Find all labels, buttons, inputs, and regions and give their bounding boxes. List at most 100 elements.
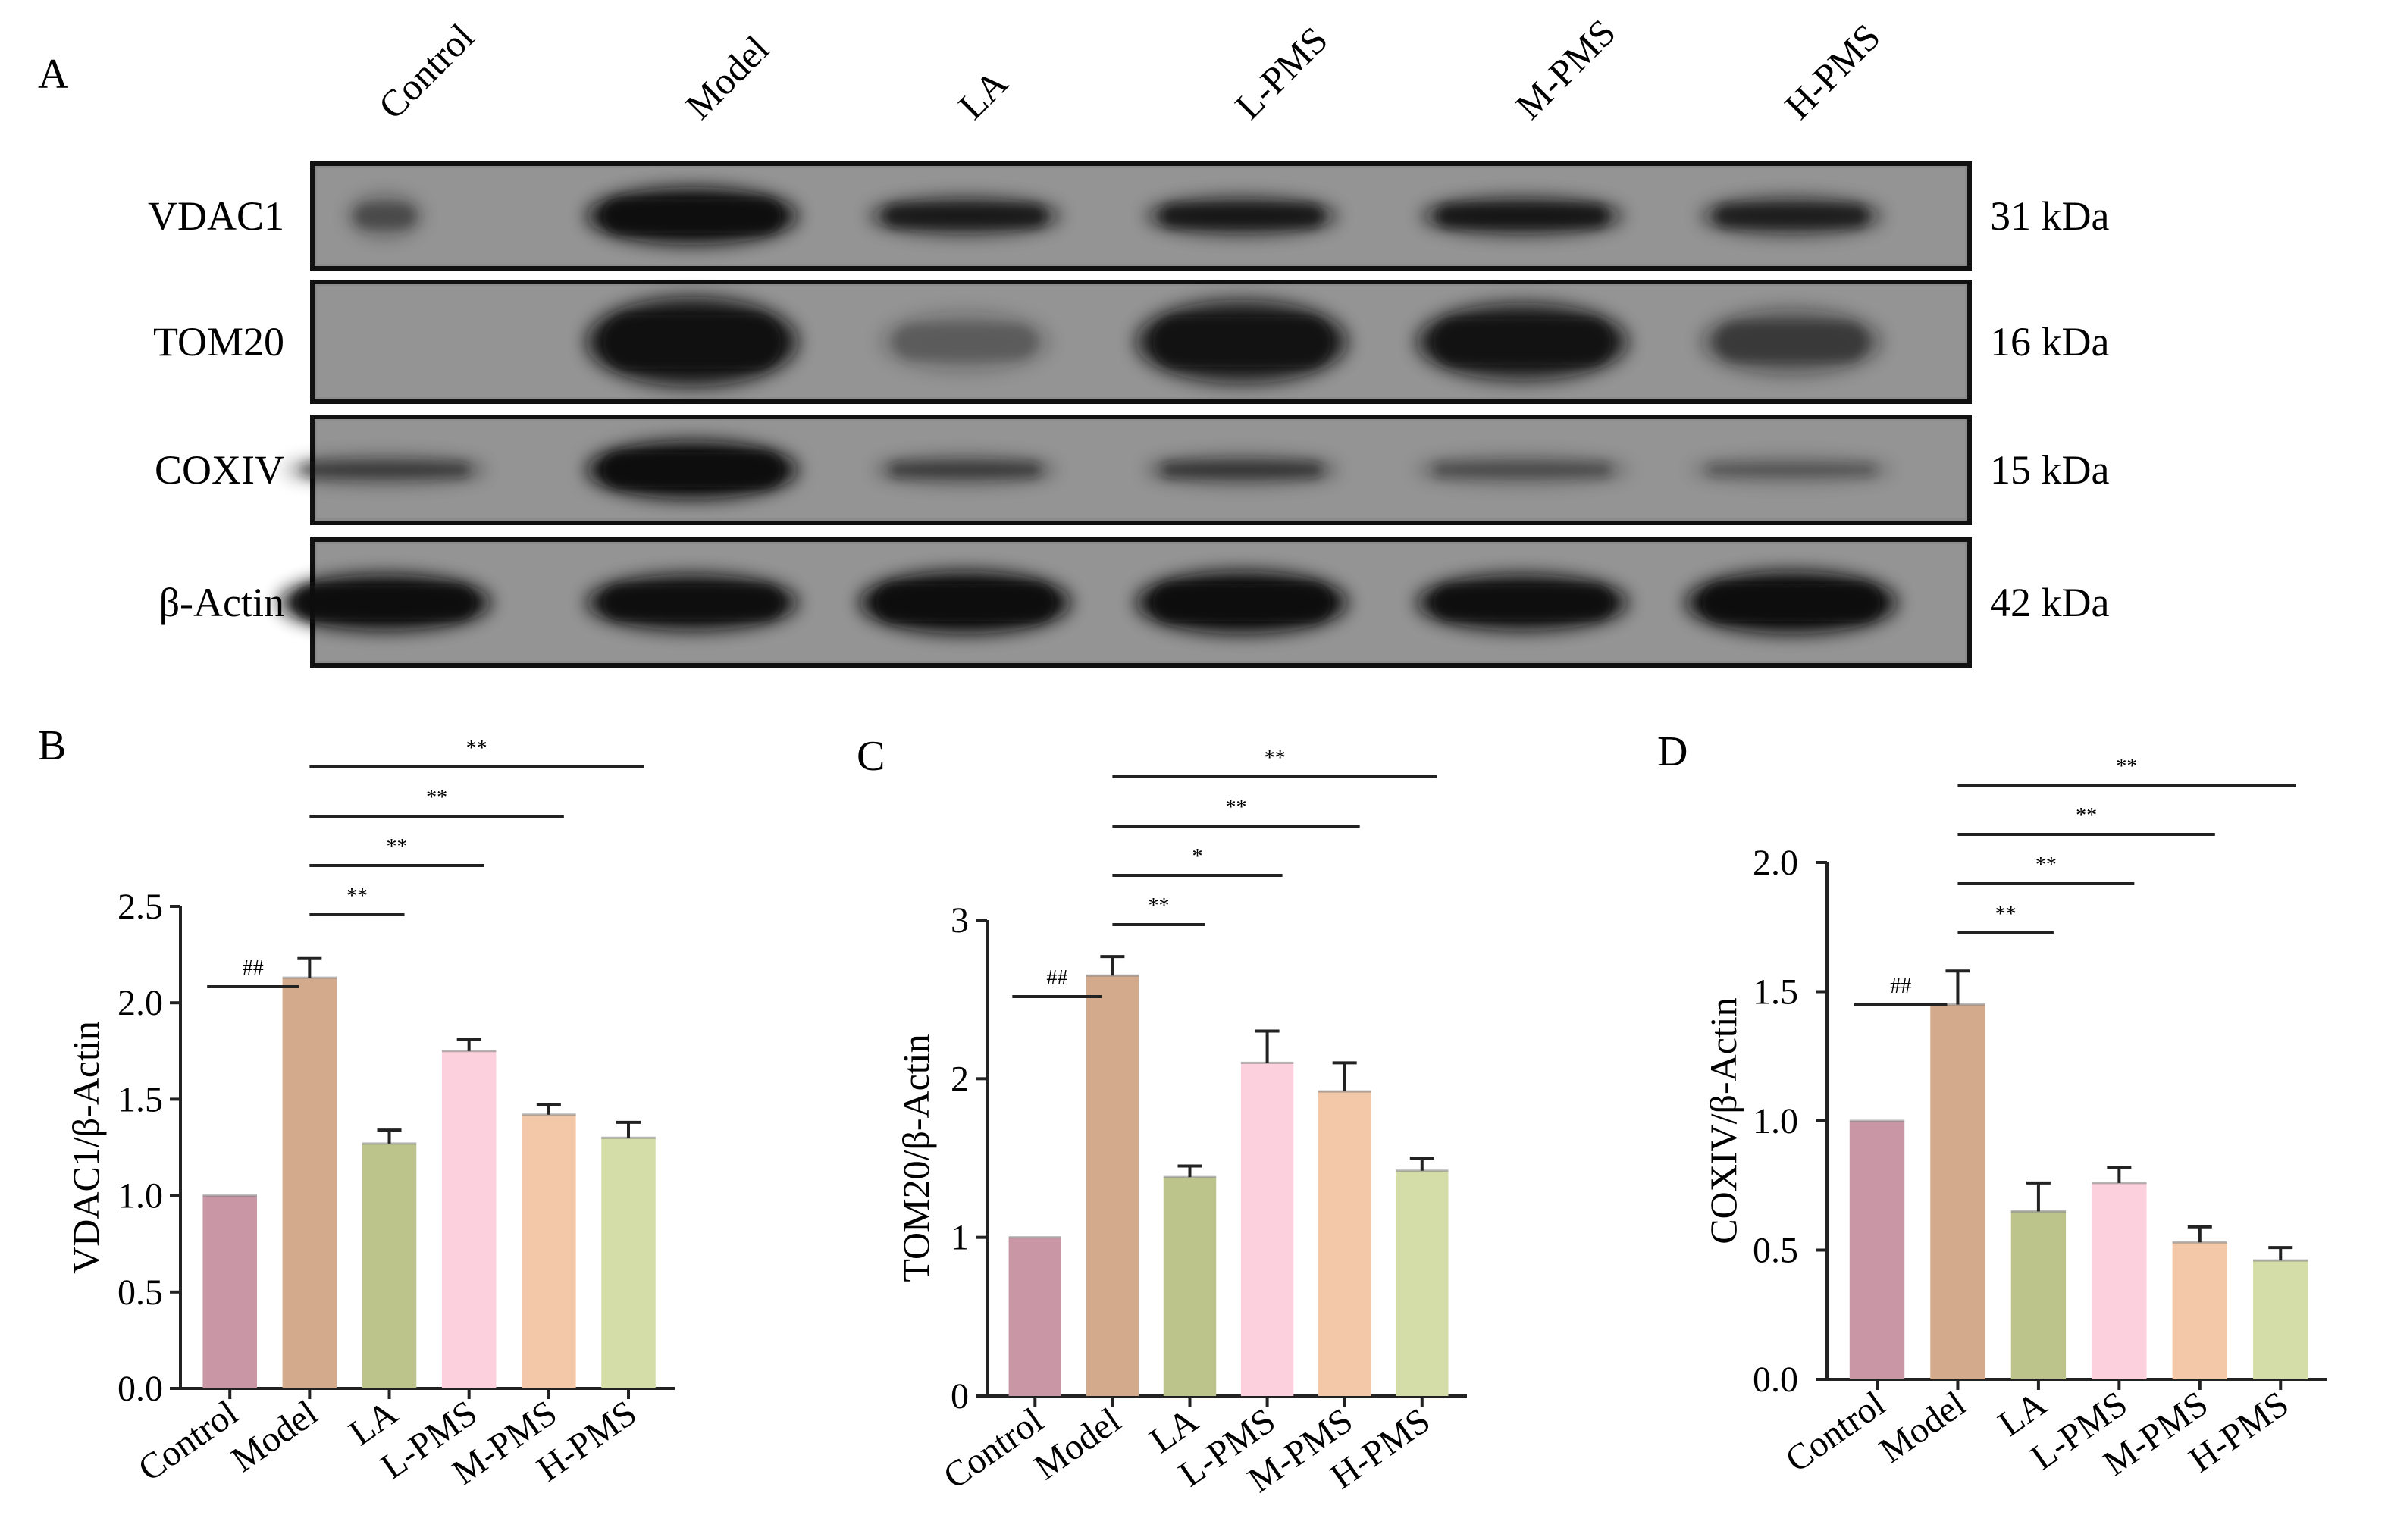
- blot-lane-label-model: Model: [677, 27, 777, 127]
- blot-protein-label: VDAC1: [148, 193, 284, 239]
- significance-label: **: [2076, 804, 2097, 828]
- blot-lane-labels: Control Model LA L-PMS M-PMS H-PMS: [370, 11, 1888, 127]
- bar-control: [1849, 1121, 1905, 1379]
- y-axis-label: COXIV/β-Actin: [1702, 997, 1744, 1244]
- blot-band-core-l-pms: [1161, 462, 1322, 478]
- y-tick-label: 1: [951, 1218, 969, 1258]
- bar-la: [2010, 1211, 2067, 1379]
- bar-m-pms: [2172, 1242, 2227, 1379]
- blot-size-label: 16 kDa: [1990, 319, 2109, 365]
- blot-band-core-control: [296, 585, 475, 620]
- significance-label: **: [1265, 747, 1286, 770]
- y-tick-label: 0: [951, 1376, 969, 1416]
- blot-band-core-l-pms: [1152, 584, 1331, 621]
- bar-l-pms: [2092, 1182, 2147, 1379]
- blot-band-core-l-pms: [1152, 316, 1331, 368]
- blot-size-label: 42 kDa: [1990, 580, 2109, 625]
- y-tick-label: 0.5: [1753, 1231, 1798, 1271]
- y-tick-label: 1.5: [118, 1079, 163, 1119]
- blot-band-core-model: [603, 315, 782, 369]
- significance-label: ##: [1046, 966, 1067, 990]
- blot-protein-label: β-Actin: [159, 580, 284, 625]
- blot-band-core-la: [889, 462, 1041, 478]
- blot-size-label: 15 kDa: [1990, 447, 2109, 493]
- bar-model: [282, 978, 337, 1388]
- x-tick-label-model: Model: [224, 1393, 325, 1480]
- y-tick-label: 0.0: [118, 1369, 163, 1409]
- y-tick-label: 1.0: [1753, 1101, 1798, 1141]
- x-tick-label-model: Model: [1872, 1384, 1973, 1471]
- blot-band-core-control: [300, 462, 470, 478]
- significance-label: *: [1192, 845, 1202, 869]
- bar-l-pms: [1240, 1063, 1294, 1396]
- bar-l-pms: [441, 1050, 497, 1388]
- significance-label: **: [2035, 853, 2057, 877]
- blot-size-label: 31 kDa: [1990, 193, 2109, 239]
- blot-band-core-h-pms: [1716, 205, 1867, 227]
- blot-band-core-m-pms: [1437, 205, 1607, 227]
- panel-letter-d: D: [1657, 728, 1688, 775]
- blot-band-core-model: [603, 452, 782, 488]
- y-tick-label: 0.0: [1753, 1360, 1798, 1400]
- y-tick-label: 2.5: [118, 887, 163, 927]
- bar-h-pms: [601, 1138, 656, 1388]
- blot-band-core-model: [603, 199, 782, 233]
- chart-vdac1: 0.00.51.01.52.02.5VDAC1/β-ActinControlMo…: [64, 737, 675, 1493]
- bar-h-pms: [2253, 1260, 2308, 1379]
- y-tick-label: 1.5: [1753, 972, 1798, 1013]
- bar-m-pms: [522, 1114, 576, 1388]
- bar-model: [1086, 975, 1139, 1396]
- y-tick-label: 1.0: [118, 1176, 163, 1216]
- blot-band-core-la: [885, 205, 1045, 227]
- blot-row-actin: β-Actin 42 kDa: [159, 537, 2109, 668]
- blot-lane-label-la: LA: [950, 61, 1016, 127]
- y-tick-label: 2: [951, 1059, 969, 1099]
- blot-row-vdac1: VDAC1 31 kDa: [148, 161, 2109, 271]
- bar-la: [1163, 1177, 1217, 1396]
- blot-protein-label: COXIV: [155, 447, 284, 493]
- blot-band-core-m-pms: [1433, 318, 1612, 365]
- blot-lane-label-control: Control: [370, 15, 482, 127]
- significance-label: ##: [243, 956, 264, 980]
- significance-label: **: [1148, 894, 1169, 918]
- y-tick-label: 2.0: [1753, 843, 1798, 883]
- significance-label: **: [426, 786, 447, 809]
- chart-coxiv: 0.00.51.01.52.0COXIV/β-ActinControlModel…: [1702, 755, 2327, 1484]
- significance-label: **: [1226, 796, 1247, 819]
- y-tick-label: 0.5: [118, 1272, 163, 1313]
- bar-control: [202, 1195, 257, 1388]
- blot-band-core-m-pms: [1433, 585, 1612, 620]
- blot-row-coxiv: COXIV 15 kDa: [155, 415, 2109, 525]
- blot-band-core-h-pms: [1702, 584, 1881, 621]
- bar-model: [1930, 1004, 1985, 1379]
- bar-la: [362, 1143, 417, 1388]
- y-tick-label: 3: [951, 900, 969, 941]
- blot-band-core-la: [893, 324, 1037, 360]
- blot-band-core-model: [603, 585, 782, 620]
- panel-letter-a: A: [38, 51, 69, 98]
- significance-label: **: [1995, 903, 2017, 926]
- blot-band-core-m-pms: [1433, 462, 1612, 478]
- panel-letter-c: C: [857, 733, 885, 780]
- blot-lane-label-m-pms: M-PMS: [1507, 11, 1624, 127]
- blot-band-core-l-pms: [1161, 205, 1322, 227]
- blot-band-core-control: [353, 203, 417, 229]
- blot-band-core-la: [876, 584, 1055, 621]
- blot-lane-label-l-pms: L-PMS: [1227, 18, 1336, 127]
- y-axis-label: VDAC1/β-Actin: [64, 1021, 107, 1274]
- bar-h-pms: [1396, 1170, 1449, 1396]
- blot-band-core-h-pms: [1706, 462, 1876, 477]
- significance-label: **: [2116, 755, 2137, 778]
- y-axis-label: TOM20/β-Actin: [895, 1034, 937, 1282]
- blot-row-tom20: TOM20 16 kDa: [153, 280, 2109, 404]
- western-blot: Control Model LA L-PMS M-PMS H-PMS VDAC1 31 kD…: [148, 11, 2109, 668]
- blot-band-core-h-pms: [1716, 321, 1867, 362]
- blot-lane-label-h-pms: H-PMS: [1776, 15, 1888, 127]
- blot-protein-label: TOM20: [153, 319, 284, 365]
- y-tick-label: 2.0: [118, 983, 163, 1023]
- significance-label: **: [387, 835, 408, 859]
- blot-rows: VDAC1 31 kDa TOM20 16 kDa COXIV 15 kDa β-Actin…: [148, 161, 2109, 668]
- bar-m-pms: [1318, 1091, 1371, 1396]
